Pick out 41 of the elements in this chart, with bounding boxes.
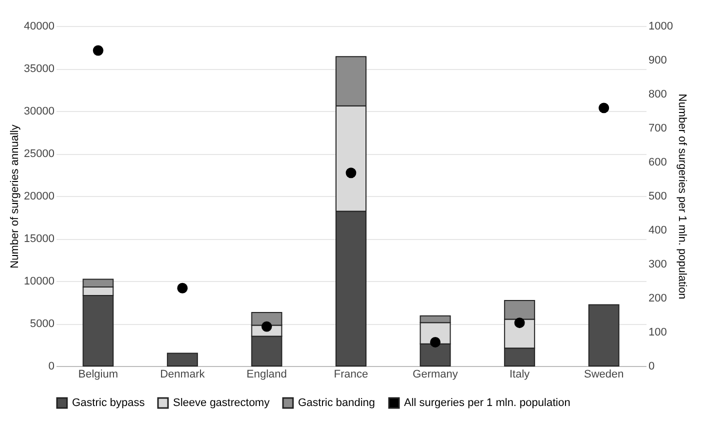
y2-tick-label: 800 (648, 88, 667, 100)
y2-tick-label: 900 (648, 54, 667, 66)
point (514, 318, 525, 328)
legend-label: Sleeve gastrectomy (173, 397, 270, 409)
y2-tick-label: 600 (648, 156, 667, 168)
y-tick-label: 25000 (24, 148, 54, 160)
y2-tick-label: 500 (648, 190, 667, 202)
legend-label: Gastric banding (298, 397, 376, 409)
y-tick-label: 0 (48, 360, 54, 372)
x-tick-label: Italy (509, 368, 530, 380)
x-tick-label: Germany (412, 368, 458, 380)
y-tick-label: 30000 (24, 106, 54, 118)
y-tick-label: 15000 (24, 233, 54, 245)
x-tick-label: Denmark (160, 368, 206, 380)
y-axis-title: Number of surgeries annually (8, 124, 21, 268)
y-tick-label: 10000 (24, 276, 54, 288)
y-tick-label: 40000 (24, 20, 54, 32)
point (92, 45, 104, 56)
point (598, 102, 610, 114)
legend-label: Gastric bypass (72, 397, 146, 409)
bar (166, 352, 198, 366)
bar (588, 304, 620, 366)
point (346, 168, 356, 178)
y-tick-label: 5000 (30, 318, 54, 330)
y2-tick-label: 0 (648, 360, 655, 372)
y2-tick-label: 200 (648, 292, 667, 304)
y2-tick-label: 100 (648, 326, 667, 338)
x-tick-label: England (246, 368, 287, 380)
x-tick-label: Belgium (78, 368, 118, 380)
y-tick-label: 35000 (24, 63, 54, 75)
legend-label: All surgeries per 1 mln. population (404, 397, 570, 409)
x-tick-label: France (334, 368, 368, 380)
y-tick-label: 20000 (24, 190, 54, 202)
point (430, 336, 441, 348)
y2-tick-label: 700 (648, 122, 667, 134)
x-tick-label: Sweden (584, 368, 624, 380)
y2-tick-label: 300 (648, 258, 667, 270)
point (177, 282, 188, 294)
y2-tick-label: 400 (648, 224, 667, 236)
y2-axis-title: Number of surgeries per 1 mln. population (676, 94, 688, 300)
y2-tick-label: 1000 (648, 20, 673, 32)
